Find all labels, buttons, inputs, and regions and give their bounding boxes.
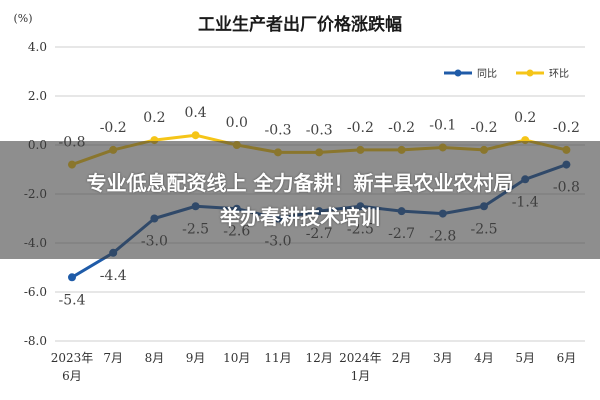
x-tick-label: 12月 <box>306 351 333 365</box>
x-tick-label: 3月 <box>433 351 453 365</box>
legend-marker <box>454 69 462 77</box>
data-label: 0.0 <box>226 115 248 131</box>
legend-marker <box>526 69 534 77</box>
x-tick-label: 8月 <box>145 351 165 365</box>
x-tick-label: 2024年 <box>339 351 382 365</box>
x-tick-label: 6月 <box>62 369 82 383</box>
data-label: -5.4 <box>59 292 86 308</box>
data-label: -0.3 <box>265 122 292 138</box>
x-tick-label: 2月 <box>392 351 412 365</box>
data-label: 0.2 <box>514 110 536 126</box>
headline-line-2: 举办春耕技术培训 <box>220 205 380 229</box>
data-label: -0.2 <box>388 120 415 136</box>
y-unit-label: (%) <box>13 12 32 25</box>
legend-label: 环比 <box>549 68 569 80</box>
x-tick-label: 7月 <box>103 351 123 365</box>
data-label: -0.2 <box>347 120 374 136</box>
headline-line-1: 专业低息配资线上 全力备耕！新丰县农业农村局 <box>86 171 514 195</box>
data-label: -0.3 <box>306 122 333 138</box>
x-tick-label: 9月 <box>186 351 206 365</box>
data-point <box>68 273 76 282</box>
x-tick-label: 6月 <box>557 351 577 365</box>
x-tick-label: 10月 <box>223 351 250 365</box>
chart-title: 工业生产者出厂价格涨跌幅 <box>198 14 402 35</box>
data-label: -0.2 <box>100 120 127 136</box>
x-tick-label: 1月 <box>351 369 371 383</box>
y-tick-label: -8.0 <box>24 334 47 348</box>
y-tick-label: 2.0 <box>28 89 47 103</box>
x-tick-label: 4月 <box>474 351 494 365</box>
data-label: -4.4 <box>100 268 127 284</box>
y-tick-label: -6.0 <box>24 285 47 299</box>
x-tick-label: 11月 <box>264 351 291 365</box>
y-tick-label: 4.0 <box>28 40 47 54</box>
x-tick-label: 2023年 <box>51 351 94 365</box>
data-label: -0.2 <box>553 120 580 136</box>
data-point <box>191 131 200 140</box>
headline-banner[interactable]: 专业低息配资线上 全力备耕！新丰县农业农村局 举办春耕技术培训 <box>0 141 600 259</box>
data-label: -0.2 <box>471 120 498 136</box>
x-tick-label: 5月 <box>515 351 535 365</box>
data-label: 0.4 <box>184 105 206 121</box>
data-label: -0.1 <box>429 117 456 133</box>
data-label: 0.2 <box>143 110 165 126</box>
legend-label: 同比 <box>477 68 497 80</box>
